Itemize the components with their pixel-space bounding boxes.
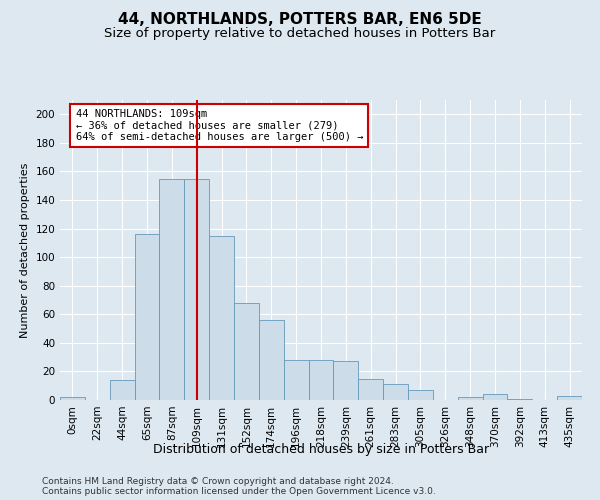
Bar — [134, 234, 160, 400]
Bar — [458, 397, 482, 400]
Text: 44 NORTHLANDS: 109sqm
← 36% of detached houses are smaller (279)
64% of semi-det: 44 NORTHLANDS: 109sqm ← 36% of detached … — [76, 109, 363, 142]
Text: Distribution of detached houses by size in Potters Bar: Distribution of detached houses by size … — [153, 442, 489, 456]
Bar — [60, 397, 85, 400]
Text: Contains public sector information licensed under the Open Government Licence v3: Contains public sector information licen… — [42, 488, 436, 496]
Bar — [160, 178, 184, 400]
Y-axis label: Number of detached properties: Number of detached properties — [20, 162, 30, 338]
Bar — [334, 362, 358, 400]
Bar — [557, 396, 582, 400]
Bar — [308, 360, 334, 400]
Bar — [482, 394, 508, 400]
Bar — [234, 303, 259, 400]
Text: Size of property relative to detached houses in Potters Bar: Size of property relative to detached ho… — [104, 28, 496, 40]
Text: Contains HM Land Registry data © Crown copyright and database right 2024.: Contains HM Land Registry data © Crown c… — [42, 478, 394, 486]
Bar — [259, 320, 284, 400]
Text: 44, NORTHLANDS, POTTERS BAR, EN6 5DE: 44, NORTHLANDS, POTTERS BAR, EN6 5DE — [118, 12, 482, 28]
Bar — [184, 178, 209, 400]
Bar — [110, 380, 134, 400]
Bar — [358, 378, 383, 400]
Bar — [284, 360, 308, 400]
Bar — [508, 398, 532, 400]
Bar — [408, 390, 433, 400]
Bar — [383, 384, 408, 400]
Bar — [209, 236, 234, 400]
